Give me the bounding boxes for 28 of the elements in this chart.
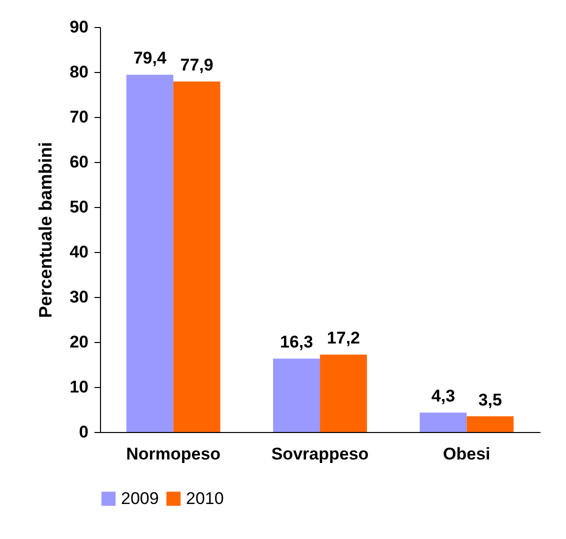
data-label: 4,3: [431, 386, 456, 406]
bar: [320, 354, 367, 432]
y-tick-label: 10: [70, 378, 88, 396]
x-tick-label: Sovrappeso: [271, 444, 369, 464]
data-label: 77,9: [180, 55, 214, 74]
legend-label: 2010: [186, 488, 224, 508]
data-label: 17,2: [326, 328, 360, 348]
legend-label: 2009: [121, 488, 159, 508]
y-axis-title: Percentuale bambini: [36, 142, 56, 318]
y-tick-label: 50: [70, 198, 88, 216]
x-tick-label: Obesi: [443, 444, 490, 464]
bar: [173, 81, 220, 432]
y-tick-label: 20: [70, 332, 88, 352]
bar: [420, 412, 467, 432]
y-tick-label: 40: [70, 242, 88, 262]
y-tick-label: 70: [70, 108, 88, 126]
y-tick-label: 80: [70, 62, 88, 82]
data-label: 3,5: [478, 390, 502, 410]
data-label: 79,4: [133, 48, 167, 68]
data-label: 16,3: [280, 332, 314, 352]
bar: [466, 416, 514, 432]
x-tick-label: Normopeso: [126, 444, 221, 464]
bar: [273, 358, 320, 432]
y-tick-label: 0: [79, 422, 88, 442]
y-tick-label: 60: [70, 152, 88, 172]
y-tick-label: 30: [70, 288, 88, 306]
y-tick-label: 90: [70, 18, 88, 36]
bar: [126, 74, 174, 432]
